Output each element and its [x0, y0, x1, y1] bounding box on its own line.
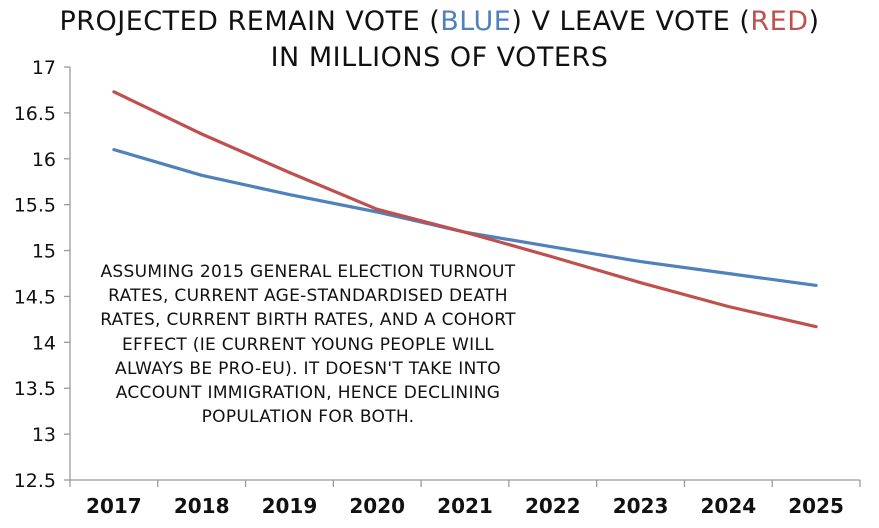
title-text-a: PROJECTED REMAIN VOTE ( [59, 6, 441, 37]
title-text-b: ) V LEAVE VOTE ( [511, 6, 751, 37]
x-tick-label: 2019 [262, 494, 318, 518]
x-tick-label: 2021 [437, 494, 493, 518]
y-tick-label: 13.5 [14, 378, 56, 400]
annotation-line: ALWAYS BE PRO-EU). IT DOESN'T TAKE INTO [115, 358, 501, 379]
annotation-line: ASSUMING 2015 GENERAL ELECTION TURNOUT [100, 262, 516, 282]
y-tick-label: 14 [32, 332, 56, 354]
annotation-line: EFFECT (IE CURRENT YOUNG PEOPLE WILL [121, 334, 495, 355]
title-text-c: ) [808, 6, 820, 37]
leave-series-line [112, 90, 818, 329]
chart-series [112, 90, 818, 329]
annotation-line: RATES, CURRENT BIRTH RATES, AND A COHORT [100, 310, 516, 331]
x-tick-label: 2025 [788, 494, 844, 518]
x-tick-label: 2017 [86, 494, 142, 518]
x-tick-label: 2023 [613, 494, 669, 518]
x-tick-label: 2018 [174, 494, 230, 518]
annotation-line: POPULATION FOR BOTH. [201, 407, 415, 428]
y-tick-label: 13 [32, 424, 56, 446]
y-tick-label: 15.5 [14, 195, 56, 217]
annotation-line: ACCOUNT IMMIGRATION, HENCE DECLINING [115, 383, 501, 404]
title-word-blue: BLUE [440, 6, 512, 37]
y-tick-label: 14.5 [14, 286, 56, 308]
x-tick-label: 2024 [700, 494, 756, 518]
chart-annotation: ASSUMING 2015 GENERAL ELECTION TURNOUT R… [78, 260, 538, 430]
y-tick-label: 16 [32, 149, 56, 171]
chart-title-line-2: IN MILLIONS OF VOTERS [270, 42, 609, 73]
y-tick-label: 17 [32, 57, 56, 79]
y-tick-label: 15 [32, 241, 56, 263]
y-tick-label: 12.5 [14, 470, 56, 492]
chart-axes [64, 66, 861, 487]
x-tick-label: 2020 [349, 494, 405, 518]
title-word-red: RED [750, 6, 809, 37]
chart-title-line-1: PROJECTED REMAIN VOTE (BLUE) V LEAVE VOT… [0, 6, 879, 37]
chart-tick-labels: 12.5 13 13.5 14 14.5 15 15.5 16 16.5 17 2017 2018 20… [14, 57, 844, 518]
x-tick-label: 2022 [525, 494, 581, 518]
y-tick-label: 16.5 [14, 103, 56, 125]
annotation-line: RATES, CURRENT AGE-STANDARDISED DEATH [108, 286, 508, 307]
